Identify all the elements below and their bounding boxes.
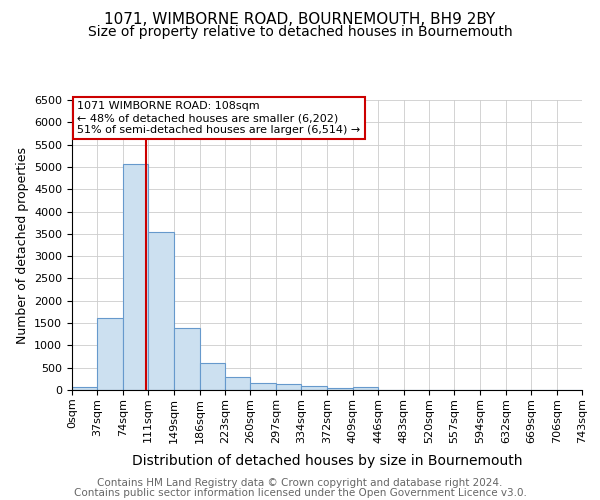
Bar xyxy=(200,363,225,390)
Text: 1071, WIMBORNE ROAD, BOURNEMOUTH, BH9 2BY: 1071, WIMBORNE ROAD, BOURNEMOUTH, BH9 2B… xyxy=(104,12,496,28)
Bar xyxy=(148,232,174,390)
Bar xyxy=(301,386,328,390)
Bar xyxy=(353,386,378,390)
X-axis label: Distribution of detached houses by size in Bournemouth: Distribution of detached houses by size … xyxy=(132,454,522,468)
Bar xyxy=(250,383,276,390)
Text: 1071 WIMBORNE ROAD: 108sqm
← 48% of detached houses are smaller (6,202)
51% of s: 1071 WIMBORNE ROAD: 108sqm ← 48% of deta… xyxy=(77,102,361,134)
Text: Contains HM Land Registry data © Crown copyright and database right 2024.: Contains HM Land Registry data © Crown c… xyxy=(97,478,503,488)
Bar xyxy=(174,328,200,390)
Text: Size of property relative to detached houses in Bournemouth: Size of property relative to detached ho… xyxy=(88,25,512,39)
Bar xyxy=(123,164,148,390)
Text: Contains public sector information licensed under the Open Government Licence v3: Contains public sector information licen… xyxy=(74,488,526,498)
Bar xyxy=(72,386,97,390)
Bar xyxy=(328,388,353,390)
Bar xyxy=(276,384,301,390)
Bar xyxy=(97,318,123,390)
Y-axis label: Number of detached properties: Number of detached properties xyxy=(16,146,29,344)
Bar xyxy=(225,376,250,390)
